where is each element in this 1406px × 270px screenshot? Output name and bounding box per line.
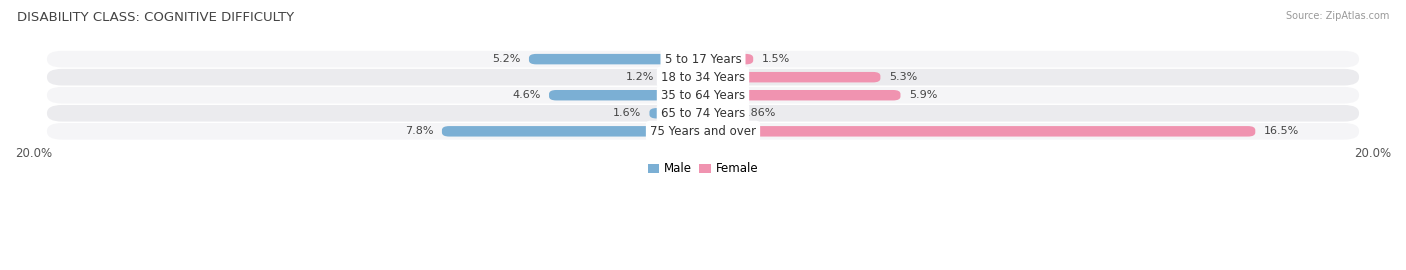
Text: 0.86%: 0.86% bbox=[740, 108, 776, 118]
Text: 1.2%: 1.2% bbox=[626, 72, 654, 82]
Text: 16.5%: 16.5% bbox=[1264, 126, 1299, 136]
Text: DISABILITY CLASS: COGNITIVE DIFFICULTY: DISABILITY CLASS: COGNITIVE DIFFICULTY bbox=[17, 11, 294, 24]
Legend: Male, Female: Male, Female bbox=[643, 158, 763, 180]
Text: 7.8%: 7.8% bbox=[405, 126, 433, 136]
FancyBboxPatch shape bbox=[703, 72, 880, 82]
Text: 5.3%: 5.3% bbox=[889, 72, 917, 82]
FancyBboxPatch shape bbox=[650, 108, 703, 119]
Text: 5.9%: 5.9% bbox=[908, 90, 938, 100]
Text: 4.6%: 4.6% bbox=[512, 90, 541, 100]
FancyBboxPatch shape bbox=[703, 108, 731, 119]
FancyBboxPatch shape bbox=[529, 54, 703, 64]
Text: 1.5%: 1.5% bbox=[762, 54, 790, 64]
FancyBboxPatch shape bbox=[548, 90, 703, 100]
Text: 5 to 17 Years: 5 to 17 Years bbox=[665, 53, 741, 66]
Text: 35 to 64 Years: 35 to 64 Years bbox=[661, 89, 745, 102]
FancyBboxPatch shape bbox=[703, 54, 754, 64]
FancyBboxPatch shape bbox=[662, 72, 703, 82]
Text: 75 Years and over: 75 Years and over bbox=[650, 125, 756, 138]
FancyBboxPatch shape bbox=[46, 105, 1360, 122]
FancyBboxPatch shape bbox=[441, 126, 703, 137]
FancyBboxPatch shape bbox=[46, 123, 1360, 140]
Text: 5.2%: 5.2% bbox=[492, 54, 520, 64]
Text: 18 to 34 Years: 18 to 34 Years bbox=[661, 71, 745, 84]
FancyBboxPatch shape bbox=[46, 51, 1360, 68]
FancyBboxPatch shape bbox=[46, 87, 1360, 103]
Text: 1.6%: 1.6% bbox=[613, 108, 641, 118]
Text: Source: ZipAtlas.com: Source: ZipAtlas.com bbox=[1285, 11, 1389, 21]
Text: 65 to 74 Years: 65 to 74 Years bbox=[661, 107, 745, 120]
FancyBboxPatch shape bbox=[46, 69, 1360, 86]
FancyBboxPatch shape bbox=[703, 90, 900, 100]
FancyBboxPatch shape bbox=[703, 126, 1256, 137]
